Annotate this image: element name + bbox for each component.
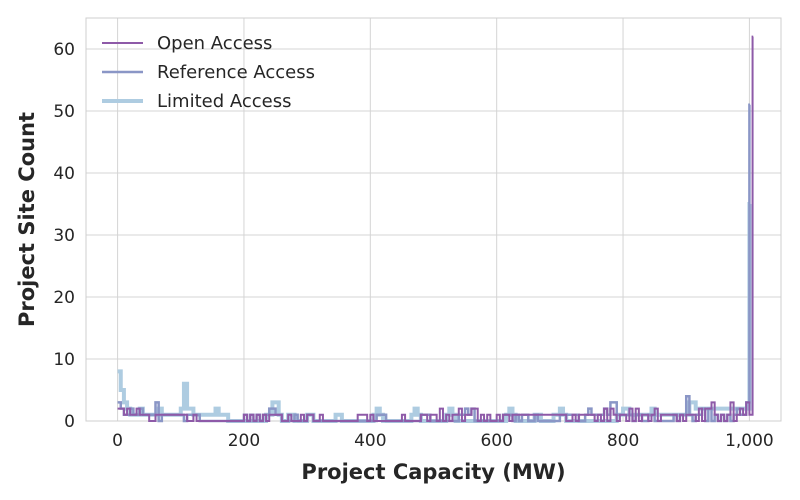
x-tick-label: 600 [480,431,512,451]
legend-label-open-access: Open Access [157,33,272,54]
y-tick-label: 50 [53,102,75,122]
legend-label-limited-access: Limited Access [157,91,291,112]
series-line-open-access [117,35,754,422]
y-axis-label: Project Site Count [15,112,39,327]
x-tick-label: 1,000 [725,431,774,451]
legend: Open Access Reference Access Limited Acces… [102,33,315,112]
legend-label-reference-access: Reference Access [157,62,315,83]
y-tick-label: 10 [53,350,75,370]
x-tick-label: 400 [354,431,386,451]
x-axis-ticks: 0 200 400 600 800 1,000 [112,431,774,451]
y-tick-label: 0 [64,412,75,432]
x-tick-label: 0 [112,431,123,451]
y-tick-label: 20 [53,288,75,308]
y-tick-label: 30 [53,226,75,246]
x-axis-label: Project Capacity (MW) [301,460,565,484]
y-tick-label: 60 [53,40,75,60]
y-tick-label: 40 [53,164,75,184]
series-layer [117,35,754,423]
y-axis-ticks: 0 10 20 30 40 50 60 [53,40,75,432]
x-tick-label: 200 [228,431,260,451]
x-tick-label: 800 [607,431,639,451]
